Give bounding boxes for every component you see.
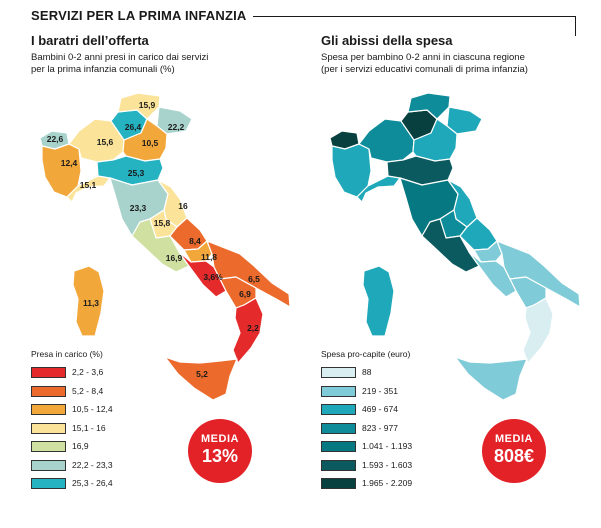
region-value-label: 26,4	[125, 122, 142, 132]
left-region-sicilia	[164, 356, 238, 401]
legend-label: 469 - 674	[362, 404, 398, 414]
region-value-label: 11,8	[201, 252, 217, 262]
right-region-sardegna	[362, 265, 395, 337]
right-panel-subtitle-1: Spesa per bambino 0-2 anni in ciascuna r…	[321, 52, 525, 63]
right-panel-subtitle-2: (per i servizi educativi comunali di pri…	[321, 64, 528, 75]
legend-swatch	[31, 441, 66, 452]
legend-swatch	[321, 478, 356, 489]
legend-label: 5,2 - 8,4	[72, 385, 104, 396]
legend-label: 22,2 - 23,3	[72, 459, 113, 470]
legend-swatch	[31, 422, 66, 434]
region-value-label: 15,6	[97, 137, 114, 147]
left-map	[39, 92, 291, 401]
region-value-label: 2,2	[247, 323, 259, 333]
region-value-label: 6,5	[248, 274, 260, 284]
legend-swatch	[321, 367, 356, 378]
left-panel-subtitle-2: per la prima infanzia comunali (%)	[31, 64, 175, 75]
legend-label: 219 - 351	[362, 385, 398, 396]
legend-swatch	[31, 459, 66, 471]
title-divider	[253, 16, 576, 17]
right-region-veneto	[412, 118, 458, 162]
region-value-label: 8,4	[189, 236, 201, 246]
legend-swatch	[31, 478, 66, 489]
region-value-label: 16	[178, 201, 188, 211]
right-region-calabria	[522, 297, 554, 364]
badge-right-label: MEDIA	[495, 433, 533, 445]
badge-right-value: 808€	[493, 446, 535, 466]
legend-label: 88	[362, 367, 372, 377]
region-value-label: 5,2	[196, 369, 208, 379]
right-panel-title: Gli abissi della spesa	[321, 33, 453, 48]
region-value-label: 12,4	[61, 158, 78, 168]
right-region-emilia-romagna	[386, 155, 454, 186]
left-region-puglia	[206, 240, 291, 308]
region-value-label: 23,3	[130, 203, 147, 213]
region-value-label: 25,3	[128, 168, 145, 178]
legend-label: 1.965 - 2.209	[362, 478, 413, 488]
legend-swatch	[321, 422, 356, 434]
legend-label: 823 - 977	[362, 422, 398, 433]
region-value-label: 22,6	[47, 134, 64, 144]
left-region-liguria	[66, 175, 111, 203]
badge-left-value: 13%	[201, 446, 239, 466]
legend-swatch	[321, 459, 356, 471]
region-value-label: 10,5	[142, 138, 159, 148]
region-value-label: 3,6%	[203, 272, 223, 282]
left-legend-title: Presa in carico (%)	[31, 349, 103, 359]
legend-label: 10,5 - 12,4	[72, 404, 113, 414]
legend-swatch	[31, 385, 66, 397]
legend-swatch	[31, 404, 66, 415]
region-value-label: 11,3	[83, 298, 99, 308]
left-map-labels: 22,6 12,4 15,1 15,6 26,4 15,9 22,2 10,5 25,3 23,3…	[47, 100, 260, 379]
region-value-label: 16,9	[166, 253, 183, 263]
title-divider-end	[575, 16, 576, 36]
left-panel-title: I baratri dell’offerta	[31, 33, 149, 48]
left-region-sardegna	[72, 265, 105, 337]
right-legend-title: Spesa pro-capite (euro)	[321, 349, 411, 359]
region-value-label: 15,9	[139, 100, 156, 110]
legend-swatch	[321, 441, 356, 452]
right-region-alto-adige	[407, 92, 451, 120]
right-region-sicilia	[454, 356, 528, 401]
page-title: SERVIZI PER LA PRIMA INFANZIA	[31, 8, 247, 23]
average-badge-right: MEDIA 808€	[482, 419, 546, 483]
average-badge-left: MEDIA 13%	[188, 419, 252, 483]
left-panel-subtitle-1: Bambini 0-2 anni presi in carico dai ser…	[31, 52, 209, 63]
legend-label: 25,3 - 26,4	[72, 478, 113, 488]
region-value-label: 6,9	[239, 289, 251, 299]
left-region-calabria	[232, 297, 264, 364]
left-region-alto-adige	[117, 92, 161, 120]
legend-label: 1.041 - 1.193	[362, 441, 413, 451]
legend-label: 2,2 - 3,6	[72, 367, 104, 377]
legend-label: 16,9	[72, 441, 89, 451]
region-value-label: 15,1	[80, 180, 97, 190]
legend-swatch	[321, 404, 356, 415]
legend-swatch	[321, 385, 356, 397]
right-region-puglia	[496, 240, 581, 308]
left-region-veneto	[122, 118, 168, 162]
region-value-label: 15,8	[154, 218, 171, 228]
legend-swatch	[31, 367, 66, 378]
legend-label: 15,1 - 16	[72, 422, 106, 433]
right-map	[329, 92, 581, 401]
legend-label: 1.593 - 1.603	[362, 459, 413, 470]
right-region-liguria	[356, 175, 401, 203]
region-value-label: 22,2	[168, 122, 185, 132]
left-region-emilia-romagna	[96, 155, 164, 186]
badge-left-label: MEDIA	[201, 433, 239, 445]
